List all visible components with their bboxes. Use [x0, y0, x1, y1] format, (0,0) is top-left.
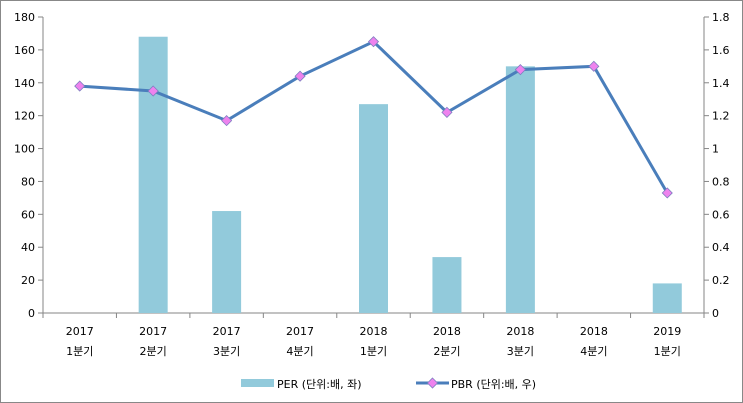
per-bar [212, 211, 242, 313]
x-tick-label-year: 2018 [580, 325, 608, 338]
per-bar [432, 257, 462, 313]
left-tick-label: 140 [14, 77, 35, 90]
per-bar [359, 104, 388, 314]
x-tick-label-year: 2018 [360, 325, 388, 338]
pbr-marker [514, 64, 526, 76]
pbr-marker [588, 60, 600, 72]
right-tick-label: 1.2 [712, 110, 730, 123]
legend-pbr-marker [426, 377, 439, 389]
right-tick-label: 0.6 [712, 208, 730, 221]
legend-per-swatch [241, 379, 274, 387]
left-tick-label: 20 [21, 274, 35, 287]
pbr-marker [221, 115, 233, 127]
x-tick-label-year: 2017 [286, 325, 314, 338]
left-tick-label: 0 [28, 307, 35, 320]
legend-per-label: PER (단위:배, 좌) [277, 378, 362, 391]
right-tick-label: 0.4 [712, 241, 730, 254]
x-tick-label-year: 2018 [506, 325, 534, 338]
left-tick-label: 120 [14, 110, 35, 123]
right-tick-label: 1.6 [712, 44, 730, 57]
x-tick-label-quarter: 2분기 [140, 345, 167, 358]
right-tick-label: 1 [712, 143, 719, 156]
x-tick-label-quarter: 1분기 [66, 345, 93, 358]
left-tick-label: 180 [14, 11, 35, 24]
per-bar [138, 36, 168, 313]
x-tick-label-quarter: 2분기 [433, 345, 460, 358]
pbr-marker [367, 36, 380, 48]
left-tick-label: 80 [21, 175, 35, 188]
per-bar [505, 66, 535, 313]
pbr-marker [294, 70, 306, 82]
x-tick-label-year: 2017 [213, 325, 241, 338]
x-tick-label-quarter: 3분기 [507, 345, 534, 358]
left-tick-label: 40 [21, 241, 35, 254]
right-tick-label: 0.2 [712, 274, 730, 287]
x-tick-label-year: 2019 [653, 325, 681, 338]
right-tick-label: 0 [712, 307, 719, 320]
x-tick-label-year: 2017 [66, 325, 94, 338]
left-tick-label: 160 [14, 44, 35, 57]
legend-pbr-label: PBR (단위:배, 우) [451, 378, 536, 391]
right-tick-label: 1.4 [712, 77, 730, 90]
per-bar [652, 283, 682, 313]
left-tick-label: 100 [14, 143, 35, 156]
x-tick-label-year: 2018 [433, 325, 461, 338]
right-tick-label: 0.8 [712, 175, 730, 188]
x-tick-label-quarter: 1분기 [654, 345, 681, 358]
pbr-marker [441, 106, 453, 118]
x-tick-label-quarter: 4분기 [286, 345, 313, 358]
x-tick-label-quarter: 4분기 [580, 345, 607, 358]
x-tick-label-year: 2017 [139, 325, 167, 338]
pbr-marker [74, 80, 86, 92]
x-tick-label-quarter: 3분기 [213, 345, 240, 358]
pbr-marker [661, 187, 673, 199]
left-tick-label: 60 [21, 208, 35, 221]
pbr-marker [147, 85, 159, 97]
x-tick-label-quarter: 1분기 [360, 345, 387, 358]
right-tick-label: 1.8 [712, 11, 730, 24]
